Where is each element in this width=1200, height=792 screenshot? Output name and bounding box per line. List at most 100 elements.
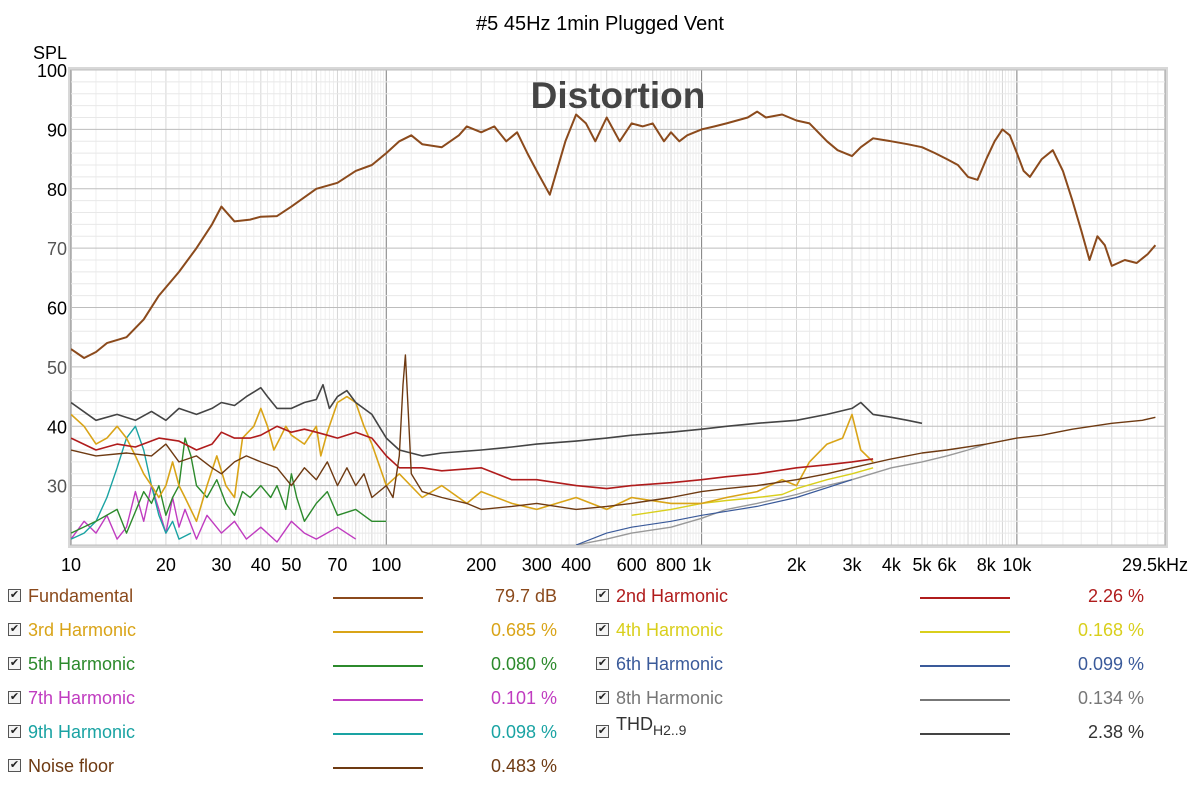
x-tick-label: 40	[251, 555, 271, 575]
legend-item-fund[interactable]: ✔ Fundamental 79.7 dB	[8, 584, 568, 614]
checkbox[interactable]: ✔	[8, 691, 21, 704]
x-tick-label: 2k	[787, 555, 807, 575]
x-tick-label: 10k	[1002, 555, 1032, 575]
distortion-chart: Distortion#5 45Hz 1min Plugged VentSPL10…	[33, 13, 1188, 575]
checkbox[interactable]: ✔	[596, 725, 609, 738]
checkbox[interactable]: ✔	[8, 657, 21, 670]
series-lines	[71, 110, 1157, 545]
x-tick-label: 1k	[692, 555, 712, 575]
series-thd	[71, 383, 923, 457]
legend-label: 3rd Harmonic	[28, 620, 137, 640]
grid	[70, 69, 1165, 546]
legend-value: 0.099 %	[1077, 654, 1144, 674]
y-tick-label: 80	[47, 180, 67, 200]
legend-item-h4[interactable]: ✔ 4th Harmonic 0.168 %	[596, 618, 1156, 648]
legend-item-h9[interactable]: ✔ 9th Harmonic 0.098 %	[8, 720, 568, 750]
legend-item-h6[interactable]: ✔ 6th Harmonic 0.099 %	[596, 652, 1156, 682]
checkbox[interactable]: ✔	[596, 589, 609, 602]
x-tick-label: 100	[371, 555, 401, 575]
legend-swatch	[920, 665, 1010, 667]
y-tick-label: 40	[47, 417, 67, 437]
x-tick-label: 29.5kHz	[1122, 555, 1188, 575]
legend-value: 79.7 dB	[494, 586, 557, 606]
legend-item-thd[interactable]: ✔ THDH2..9 2.38 %	[596, 714, 1156, 750]
legend-swatch	[920, 631, 1010, 633]
series-3rd-harmonic	[71, 395, 874, 523]
legend-item-noise[interactable]: ✔ Noise floor 0.483 %	[8, 754, 568, 784]
legend-label: Noise floor	[28, 756, 115, 776]
legend-label: Fundamental	[28, 586, 134, 606]
legend-swatch	[920, 597, 1010, 599]
legend-label: 2nd Harmonic	[616, 586, 729, 606]
x-tick-label: 3k	[843, 555, 863, 575]
legend-value: 0.098 %	[490, 722, 557, 742]
x-tick-label: 30	[211, 555, 231, 575]
watermark-label: Distortion	[531, 75, 706, 116]
checkbox[interactable]: ✔	[596, 657, 609, 670]
checkbox[interactable]: ✔	[596, 691, 609, 704]
x-tick-label: 20	[156, 555, 176, 575]
legend-label: 9th Harmonic	[28, 722, 136, 742]
series-2nd-harmonic	[71, 425, 874, 490]
y-tick-label: 50	[47, 358, 67, 378]
legend-item-h3[interactable]: ✔ 3rd Harmonic 0.685 %	[8, 618, 568, 648]
x-tick-label: 4k	[882, 555, 902, 575]
legend-swatch	[333, 665, 423, 667]
legend-label: 4th Harmonic	[616, 620, 724, 640]
legend-swatch	[333, 597, 423, 599]
legend-value: 2.38 %	[1087, 722, 1144, 742]
series-6th-harmonic	[575, 479, 853, 545]
legend: ✔ Fundamental 79.7 dB ✔ 2nd Harmonic 2.26 % ✔ 3…	[0, 584, 1200, 784]
x-tick-label: 200	[466, 555, 496, 575]
checkbox[interactable]: ✔	[8, 589, 21, 602]
legend-subscript: H2..9	[653, 722, 687, 738]
x-tick-label: 70	[327, 555, 347, 575]
legend-value: 0.134 %	[1077, 688, 1144, 708]
legend-item-h5[interactable]: ✔ 5th Harmonic 0.080 %	[8, 652, 568, 682]
legend-swatch	[333, 699, 423, 701]
y-tick-label: 100	[37, 61, 67, 81]
legend-swatch	[920, 733, 1010, 735]
y-tick-label: 30	[47, 477, 67, 497]
x-tick-label: 600	[617, 555, 647, 575]
y-tick-label: 90	[47, 120, 67, 140]
legend-swatch	[333, 631, 423, 633]
x-tick-label: 6k	[937, 555, 957, 575]
checkbox[interactable]: ✔	[8, 623, 21, 636]
x-tick-label: 300	[522, 555, 552, 575]
legend-value: 0.685 %	[490, 620, 557, 640]
checkbox[interactable]: ✔	[8, 759, 21, 772]
legend-value: 0.483 %	[490, 756, 557, 776]
x-tick-label: 50	[281, 555, 301, 575]
series-5th-harmonic	[71, 437, 387, 534]
series-9th-harmonic	[71, 425, 192, 540]
y-tick-label: 70	[47, 239, 67, 259]
legend-label: 7th Harmonic	[28, 688, 136, 708]
legend-label: 5th Harmonic	[28, 654, 136, 674]
legend-label: THDH2..9	[616, 714, 687, 738]
legend-swatch	[333, 767, 423, 769]
legend-value: 2.26 %	[1087, 586, 1144, 606]
legend-item-h7[interactable]: ✔ 7th Harmonic 0.101 %	[8, 686, 568, 716]
legend-value: 0.080 %	[490, 654, 557, 674]
x-tick-label: 10	[61, 555, 81, 575]
series-fundamental	[71, 110, 1157, 359]
legend-value: 0.101 %	[490, 688, 557, 708]
checkbox[interactable]: ✔	[596, 623, 609, 636]
x-tick-label: 8k	[977, 555, 997, 575]
chart-title: #5 45Hz 1min Plugged Vent	[476, 13, 724, 35]
checkbox[interactable]: ✔	[8, 725, 21, 738]
legend-item-h8[interactable]: ✔ 8th Harmonic 0.134 %	[596, 686, 1156, 716]
series-7th-harmonic	[71, 484, 357, 543]
legend-swatch	[333, 733, 423, 735]
series-4th-harmonic	[631, 467, 874, 516]
series-noise-floor	[71, 354, 1156, 511]
y-axis-label: SPL	[33, 43, 67, 63]
legend-label: 6th Harmonic	[616, 654, 724, 674]
legend-item-h2[interactable]: ✔ 2nd Harmonic 2.26 %	[596, 584, 1156, 614]
x-tick-label: 400	[561, 555, 591, 575]
legend-label: 8th Harmonic	[616, 688, 724, 708]
x-tick-label: 800	[656, 555, 686, 575]
legend-value: 0.168 %	[1077, 620, 1144, 640]
legend-swatch	[920, 699, 1010, 701]
